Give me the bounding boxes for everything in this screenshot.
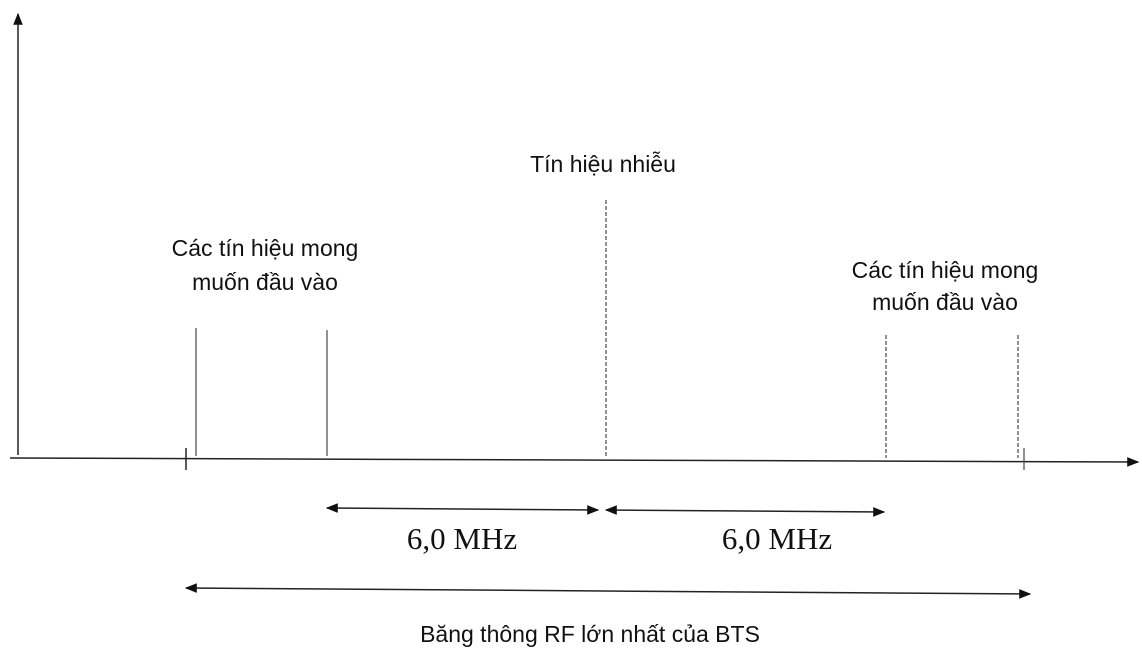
interference-label: Tín hiệu nhiễu — [530, 151, 676, 177]
wanted-label: Các tín hiệu mong — [172, 235, 359, 261]
bandwidth-label: Băng thông RF lớn nhất của BTS — [420, 621, 760, 647]
spacing-label: 6,0 MHz — [722, 521, 832, 556]
bandwidth-arrow — [184, 583, 1032, 599]
spacing-arrow — [604, 505, 886, 517]
x-axis — [9, 457, 1140, 467]
wanted-label: muốn đầu vào — [192, 269, 338, 295]
wanted-label: Các tín hiệu mong — [852, 257, 1039, 283]
wanted-label: muốn đầu vào — [872, 289, 1018, 315]
spacing-arrow — [325, 503, 600, 515]
spacing-label: 6,0 MHz — [407, 521, 517, 556]
